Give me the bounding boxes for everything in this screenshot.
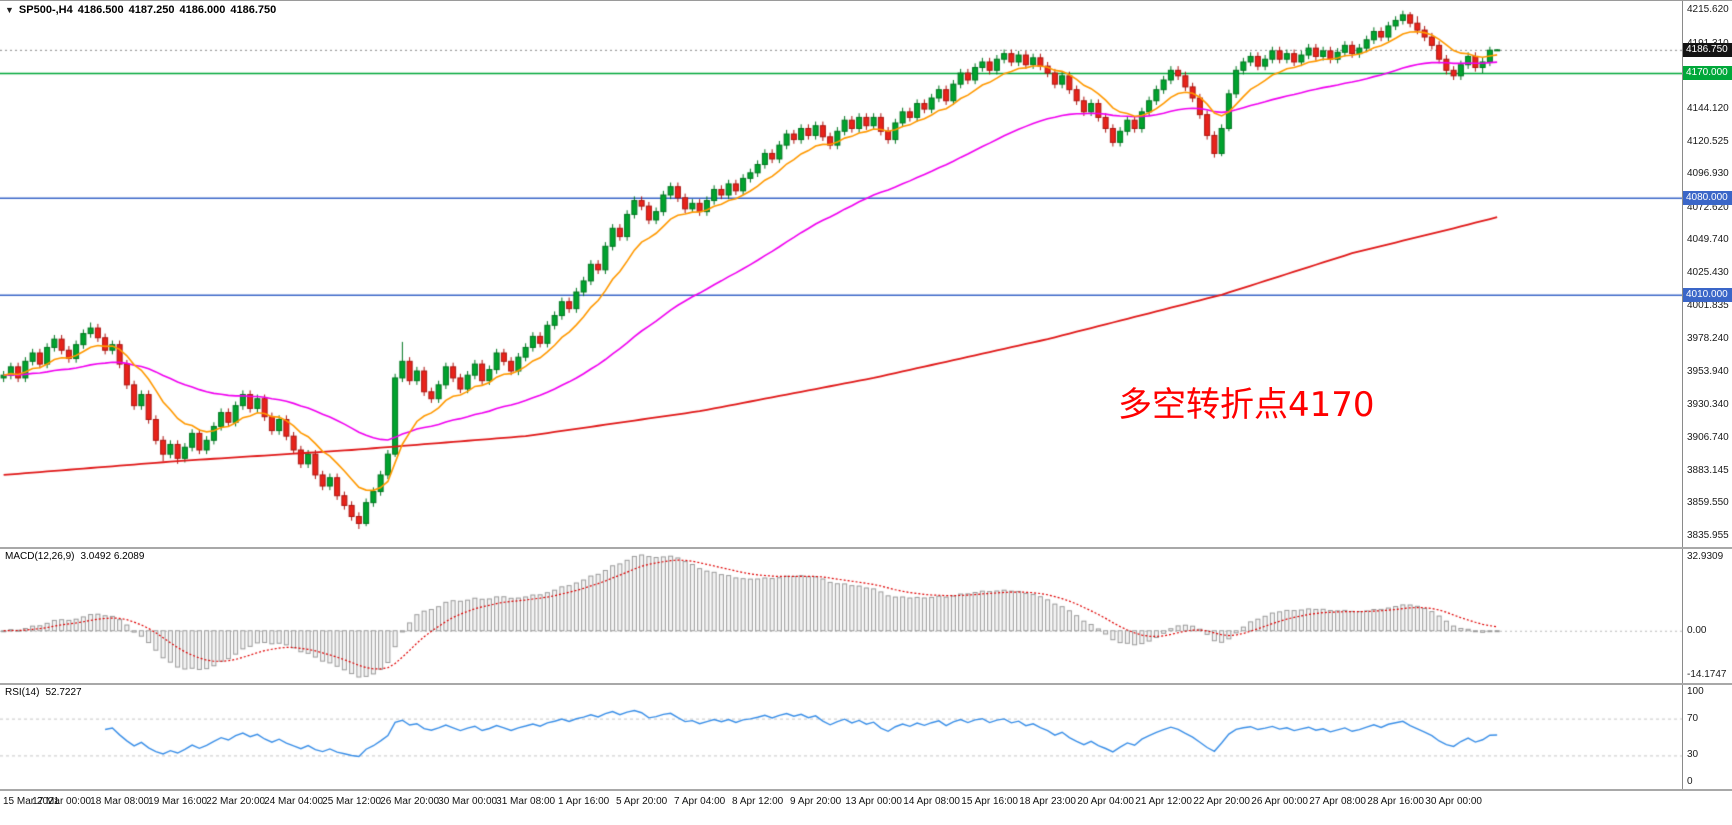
price-axis-label: 3859.550 <box>1687 497 1729 509</box>
macd-label: MACD(12,26,9) 3.0492 6.2089 <box>5 551 150 562</box>
price-axis-label: 3883.145 <box>1687 464 1729 476</box>
time-axis-label: 30 Mar 00:00 <box>438 796 498 807</box>
hline-badge-4010: 4010.000 <box>1683 287 1732 302</box>
macd-axis-label: 0.00 <box>1687 624 1707 636</box>
macd-values: 3.0492 6.2089 <box>80 551 145 562</box>
time-axis-label: 27 Apr 08:00 <box>1309 796 1366 807</box>
time-axis-label: 13 Apr 00:00 <box>845 796 902 807</box>
macd-axis-border <box>1682 549 1683 683</box>
time-axis-label: 8 Apr 12:00 <box>732 796 784 807</box>
time-axis-label: 28 Apr 16:00 <box>1367 796 1424 807</box>
pane-separator[interactable] <box>0 683 1732 685</box>
time-axis-label: 9 Apr 20:00 <box>790 796 842 807</box>
main-price-pane: ▼ SP500-,H4 4186.500 4187.250 4186.000 4186.7… <box>0 1 1732 547</box>
price-axis-label: 3930.340 <box>1687 399 1729 411</box>
macd-axis-label: -14.1747 <box>1687 669 1727 680</box>
time-axis-label: 25 Mar 12:00 <box>322 796 382 807</box>
text-annotation-4170[interactable]: 多空转折点4170 <box>1118 385 1375 425</box>
macd-pane: MACD(12,26,9) 3.0492 6.2089 32.9309 0.00 -1… <box>0 549 1732 683</box>
pane-separator[interactable] <box>0 547 1732 549</box>
price-axis-label: 3978.240 <box>1687 332 1729 344</box>
price-axis-label: 4072.620 <box>1687 202 1729 213</box>
time-axis-label: 14 Apr 08:00 <box>903 796 960 807</box>
price-axis-border <box>1682 1 1683 547</box>
price-axis-label: 4144.120 <box>1687 102 1729 114</box>
rsi-axis-label: 70 <box>1687 712 1699 724</box>
time-axis-label: 17 Mar 00:00 <box>32 796 92 807</box>
time-axis-label: 21 Apr 12:00 <box>1135 796 1192 807</box>
ohlc-high: 4187.250 <box>128 4 175 16</box>
time-axis-label: 1 Apr 16:00 <box>558 796 610 807</box>
rsi-canvas[interactable] <box>0 685 1682 789</box>
time-axis-label: 31 Mar 08:00 <box>496 796 556 807</box>
price-axis-label: 4096.930 <box>1687 168 1729 180</box>
price-axis-label: 4049.740 <box>1687 233 1729 245</box>
time-axis-label: 19 Mar 16:00 <box>148 796 208 807</box>
rsi-axis-label: 30 <box>1687 749 1699 761</box>
ohlc-close: 4186.750 <box>230 4 277 16</box>
time-axis-label: 22 Mar 20:00 <box>206 796 266 807</box>
rsi-value: 52.7227 <box>45 687 82 698</box>
time-axis-label: 15 Mar 2021 <box>3 796 60 807</box>
price-axis-label: 4215.620 <box>1687 3 1729 15</box>
time-axis-label: 18 Apr 23:00 <box>1019 796 1076 807</box>
price-axis-label: 3953.940 <box>1687 366 1729 378</box>
chart-title: ▼ SP500-,H4 4186.500 4187.250 4186.000 4186.7… <box>5 4 281 16</box>
time-axis-label: 15 Apr 16:00 <box>961 796 1018 807</box>
time-axis-label: 22 Apr 20:00 <box>1193 796 1250 807</box>
time-axis-label: 30 Apr 00:00 <box>1425 796 1482 807</box>
time-axis-label: 7 Apr 04:00 <box>674 796 726 807</box>
rsi-indicator-name: RSI(14) <box>5 687 40 698</box>
hline-badge-4170: 4170.000 <box>1683 66 1732 81</box>
price-axis-label: 4120.525 <box>1687 135 1729 147</box>
price-axis-label: 3906.740 <box>1687 431 1729 443</box>
time-axis-label: 18 Mar 08:00 <box>90 796 150 807</box>
time-axis-label: 24 Mar 04:00 <box>264 796 324 807</box>
time-axis[interactable]: 15 Mar 2021 17 Mar 00:00 18 Mar 08:00 19 Ma… <box>0 791 1732 825</box>
price-axis-label: 4001.835 <box>1687 300 1729 312</box>
price-axis-label: 3835.955 <box>1687 529 1729 541</box>
time-axis-label: 26 Apr 00:00 <box>1251 796 1308 807</box>
rsi-axis-label: 0 <box>1687 776 1693 787</box>
macd-indicator-name: MACD(12,26,9) <box>5 551 75 562</box>
main-chart-canvas[interactable] <box>0 1 1682 547</box>
ohlc-low: 4186.000 <box>179 4 226 16</box>
time-axis-label: 5 Apr 20:00 <box>616 796 668 807</box>
hline-badge-4080: 4080.000 <box>1683 190 1732 205</box>
rsi-axis-label: 100 <box>1687 686 1704 697</box>
collapse-chart-icon[interactable]: ▼ <box>5 5 14 15</box>
rsi-pane: RSI(14) 52.7227 100 70 30 0 <box>0 685 1732 789</box>
bid-price-badge: 4186.750 <box>1683 42 1732 57</box>
macd-axis-label: 32.9309 <box>1687 551 1724 562</box>
rsi-axis-border <box>1682 685 1683 789</box>
pane-separator[interactable] <box>0 789 1732 791</box>
ohlc-open: 4186.500 <box>77 4 124 16</box>
price-axis-label: 4025.430 <box>1687 267 1729 279</box>
rsi-label: RSI(14) 52.7227 <box>5 687 88 698</box>
macd-canvas[interactable] <box>0 549 1682 683</box>
symbol-period-label: SP500-,H4 <box>18 4 73 16</box>
time-axis-label: 26 Mar 20:00 <box>380 796 440 807</box>
time-axis-label: 20 Apr 04:00 <box>1077 796 1134 807</box>
